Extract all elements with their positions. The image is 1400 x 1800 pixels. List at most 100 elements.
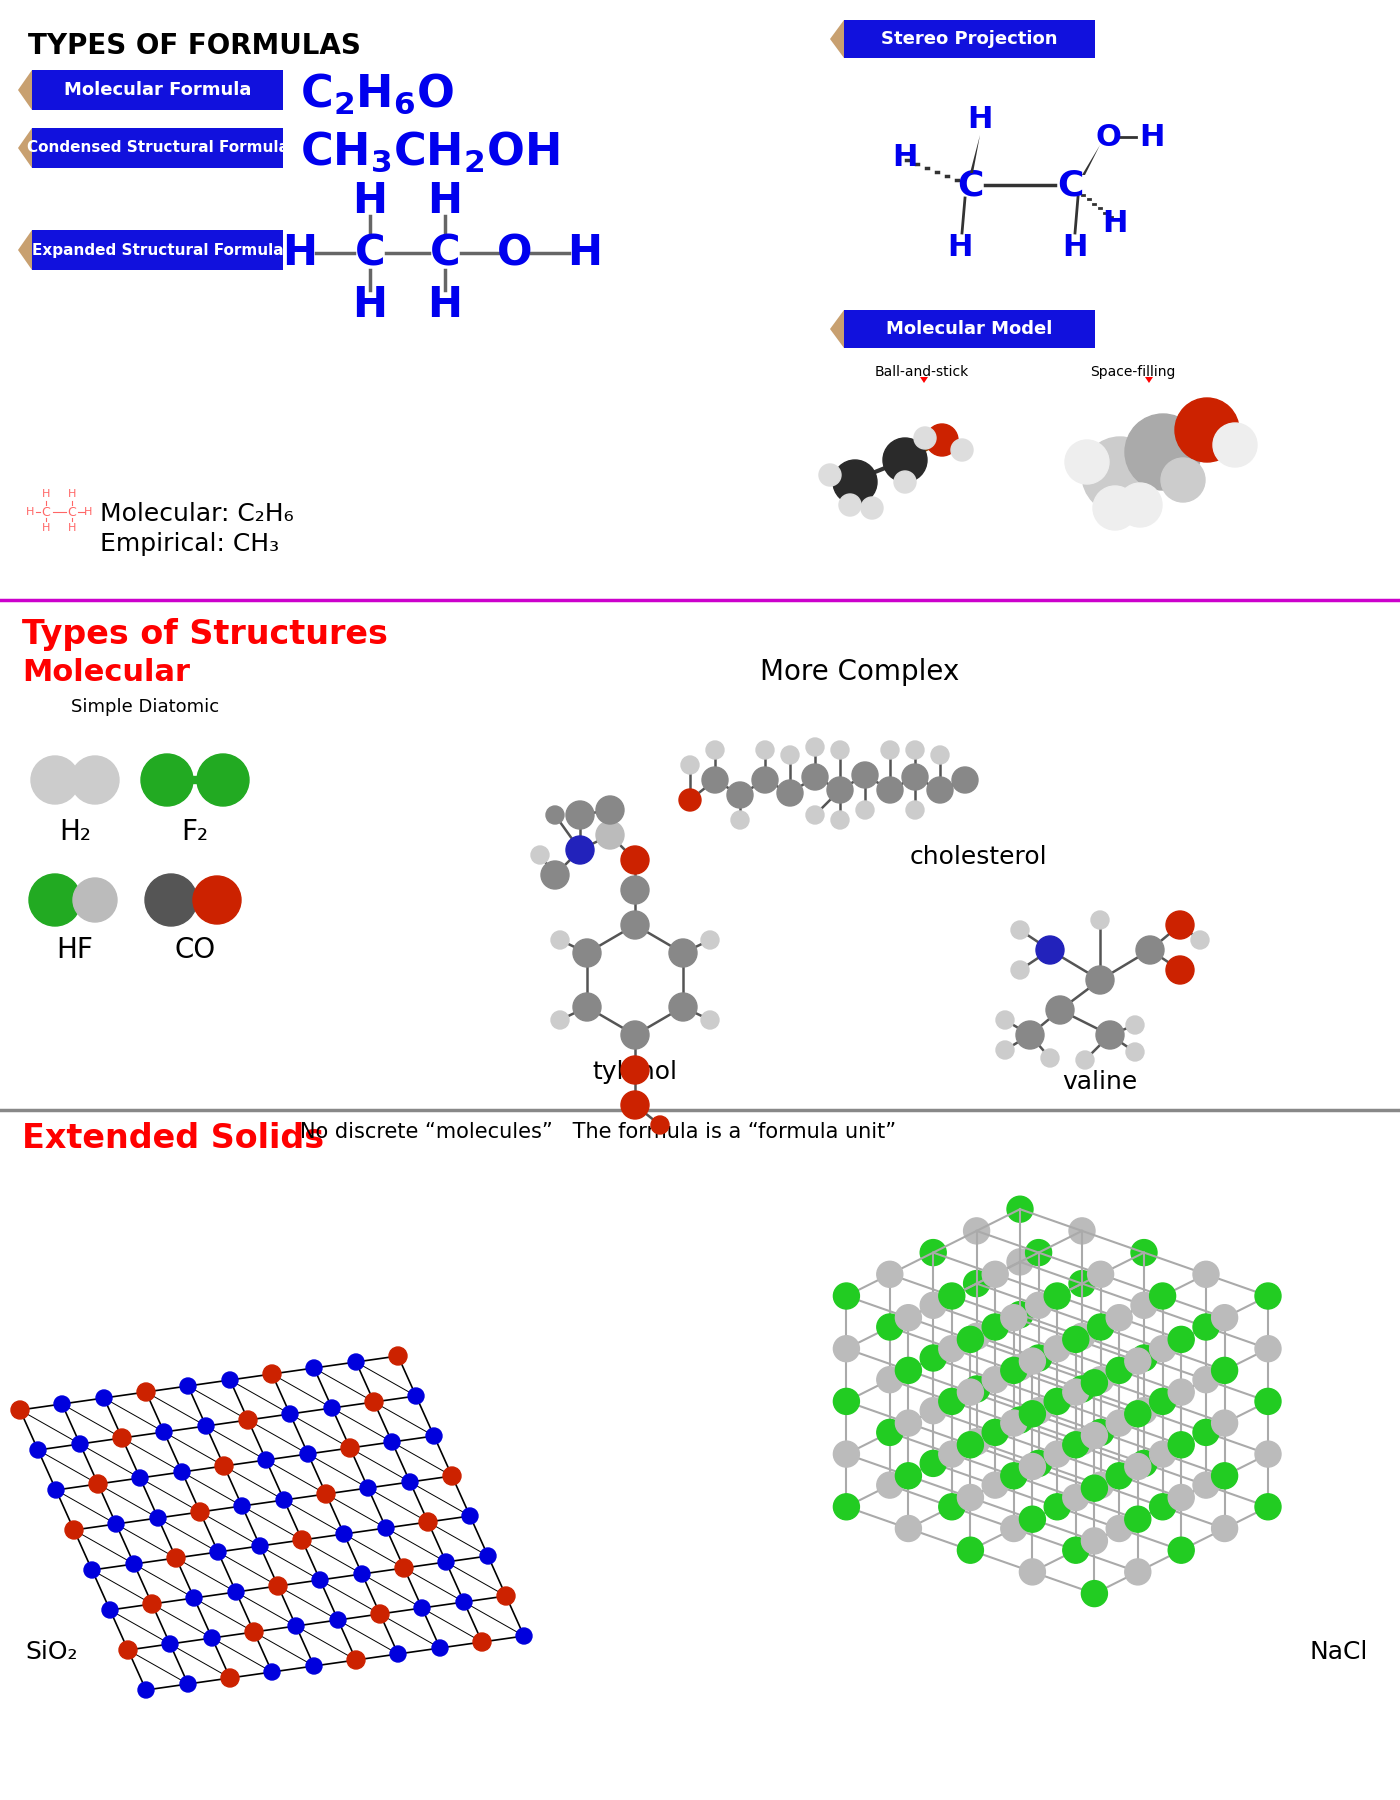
Circle shape [252,1537,267,1553]
Circle shape [861,497,883,518]
Circle shape [1168,1379,1194,1406]
Circle shape [1088,1262,1113,1287]
Text: $\mathbf{CH_3CH_2OH}$: $\mathbf{CH_3CH_2OH}$ [300,130,560,175]
Circle shape [1193,1366,1219,1393]
Text: H: H [25,508,34,517]
Circle shape [566,801,594,830]
Circle shape [1135,936,1163,965]
Circle shape [731,812,749,830]
Circle shape [84,1562,99,1579]
Circle shape [1211,1516,1238,1541]
Circle shape [378,1519,393,1535]
FancyBboxPatch shape [844,20,1095,58]
Circle shape [906,801,924,819]
Circle shape [181,1379,196,1393]
Circle shape [983,1314,1008,1339]
Circle shape [1007,1301,1033,1328]
Circle shape [1044,1442,1070,1467]
Circle shape [596,821,624,850]
Circle shape [228,1584,244,1600]
Circle shape [1070,1323,1095,1350]
Circle shape [1026,1345,1051,1372]
Circle shape [806,806,825,824]
Circle shape [983,1366,1008,1393]
Circle shape [1131,1451,1156,1476]
Circle shape [983,1420,1008,1445]
Circle shape [391,1645,406,1661]
Circle shape [876,1314,903,1339]
Circle shape [1106,1463,1133,1489]
Circle shape [108,1516,125,1532]
Text: O: O [1095,122,1121,151]
Circle shape [573,940,601,967]
Circle shape [269,1577,287,1595]
Circle shape [701,931,720,949]
Circle shape [1166,956,1194,985]
Circle shape [167,1550,185,1568]
Text: H: H [353,180,388,221]
Circle shape [11,1400,29,1418]
Circle shape [395,1559,413,1577]
Circle shape [119,1642,137,1660]
Circle shape [883,437,927,482]
Circle shape [906,742,924,760]
Circle shape [669,940,697,967]
Circle shape [622,1057,650,1084]
Circle shape [622,1091,650,1120]
Text: HF: HF [56,936,94,965]
Circle shape [1175,398,1239,463]
Circle shape [1106,1409,1133,1436]
Circle shape [365,1393,384,1411]
Polygon shape [18,70,283,110]
Circle shape [31,756,78,805]
Circle shape [1124,1348,1151,1373]
Circle shape [204,1631,220,1645]
Circle shape [29,1442,46,1458]
Circle shape [1211,1357,1238,1384]
Circle shape [963,1323,990,1350]
Text: Space-filling: Space-filling [1091,365,1176,380]
Circle shape [1211,1305,1238,1330]
Circle shape [186,1589,202,1606]
Circle shape [1254,1494,1281,1519]
Circle shape [426,1427,442,1444]
Circle shape [833,1442,860,1467]
Circle shape [833,1494,860,1519]
Circle shape [920,1397,946,1424]
Circle shape [97,1390,112,1406]
Circle shape [1124,1453,1151,1480]
Circle shape [552,931,568,949]
Circle shape [276,1492,293,1508]
Circle shape [876,778,903,803]
Circle shape [680,756,699,774]
Circle shape [102,1602,118,1618]
FancyBboxPatch shape [844,310,1095,347]
Circle shape [245,1624,263,1642]
Text: H: H [1140,122,1165,151]
Circle shape [902,763,928,790]
Circle shape [1042,1049,1058,1067]
Text: Stereo Projection: Stereo Projection [881,31,1058,49]
Circle shape [223,1372,238,1388]
Circle shape [497,1588,515,1606]
Circle shape [1149,1494,1176,1519]
Circle shape [706,742,724,760]
Circle shape [1126,414,1201,490]
Circle shape [113,1429,132,1447]
Circle shape [1044,1494,1070,1519]
Circle shape [137,1382,155,1400]
Circle shape [1088,1472,1113,1498]
Circle shape [1063,1327,1089,1352]
Circle shape [855,801,874,819]
Circle shape [1063,1485,1089,1510]
Circle shape [1193,1472,1219,1498]
Circle shape [300,1445,316,1462]
Circle shape [1026,1292,1051,1318]
Circle shape [1161,457,1205,502]
Circle shape [1063,1537,1089,1562]
Circle shape [802,763,827,790]
Circle shape [1149,1388,1176,1415]
Circle shape [876,1472,903,1498]
Circle shape [1001,1305,1026,1330]
Circle shape [1166,911,1194,940]
